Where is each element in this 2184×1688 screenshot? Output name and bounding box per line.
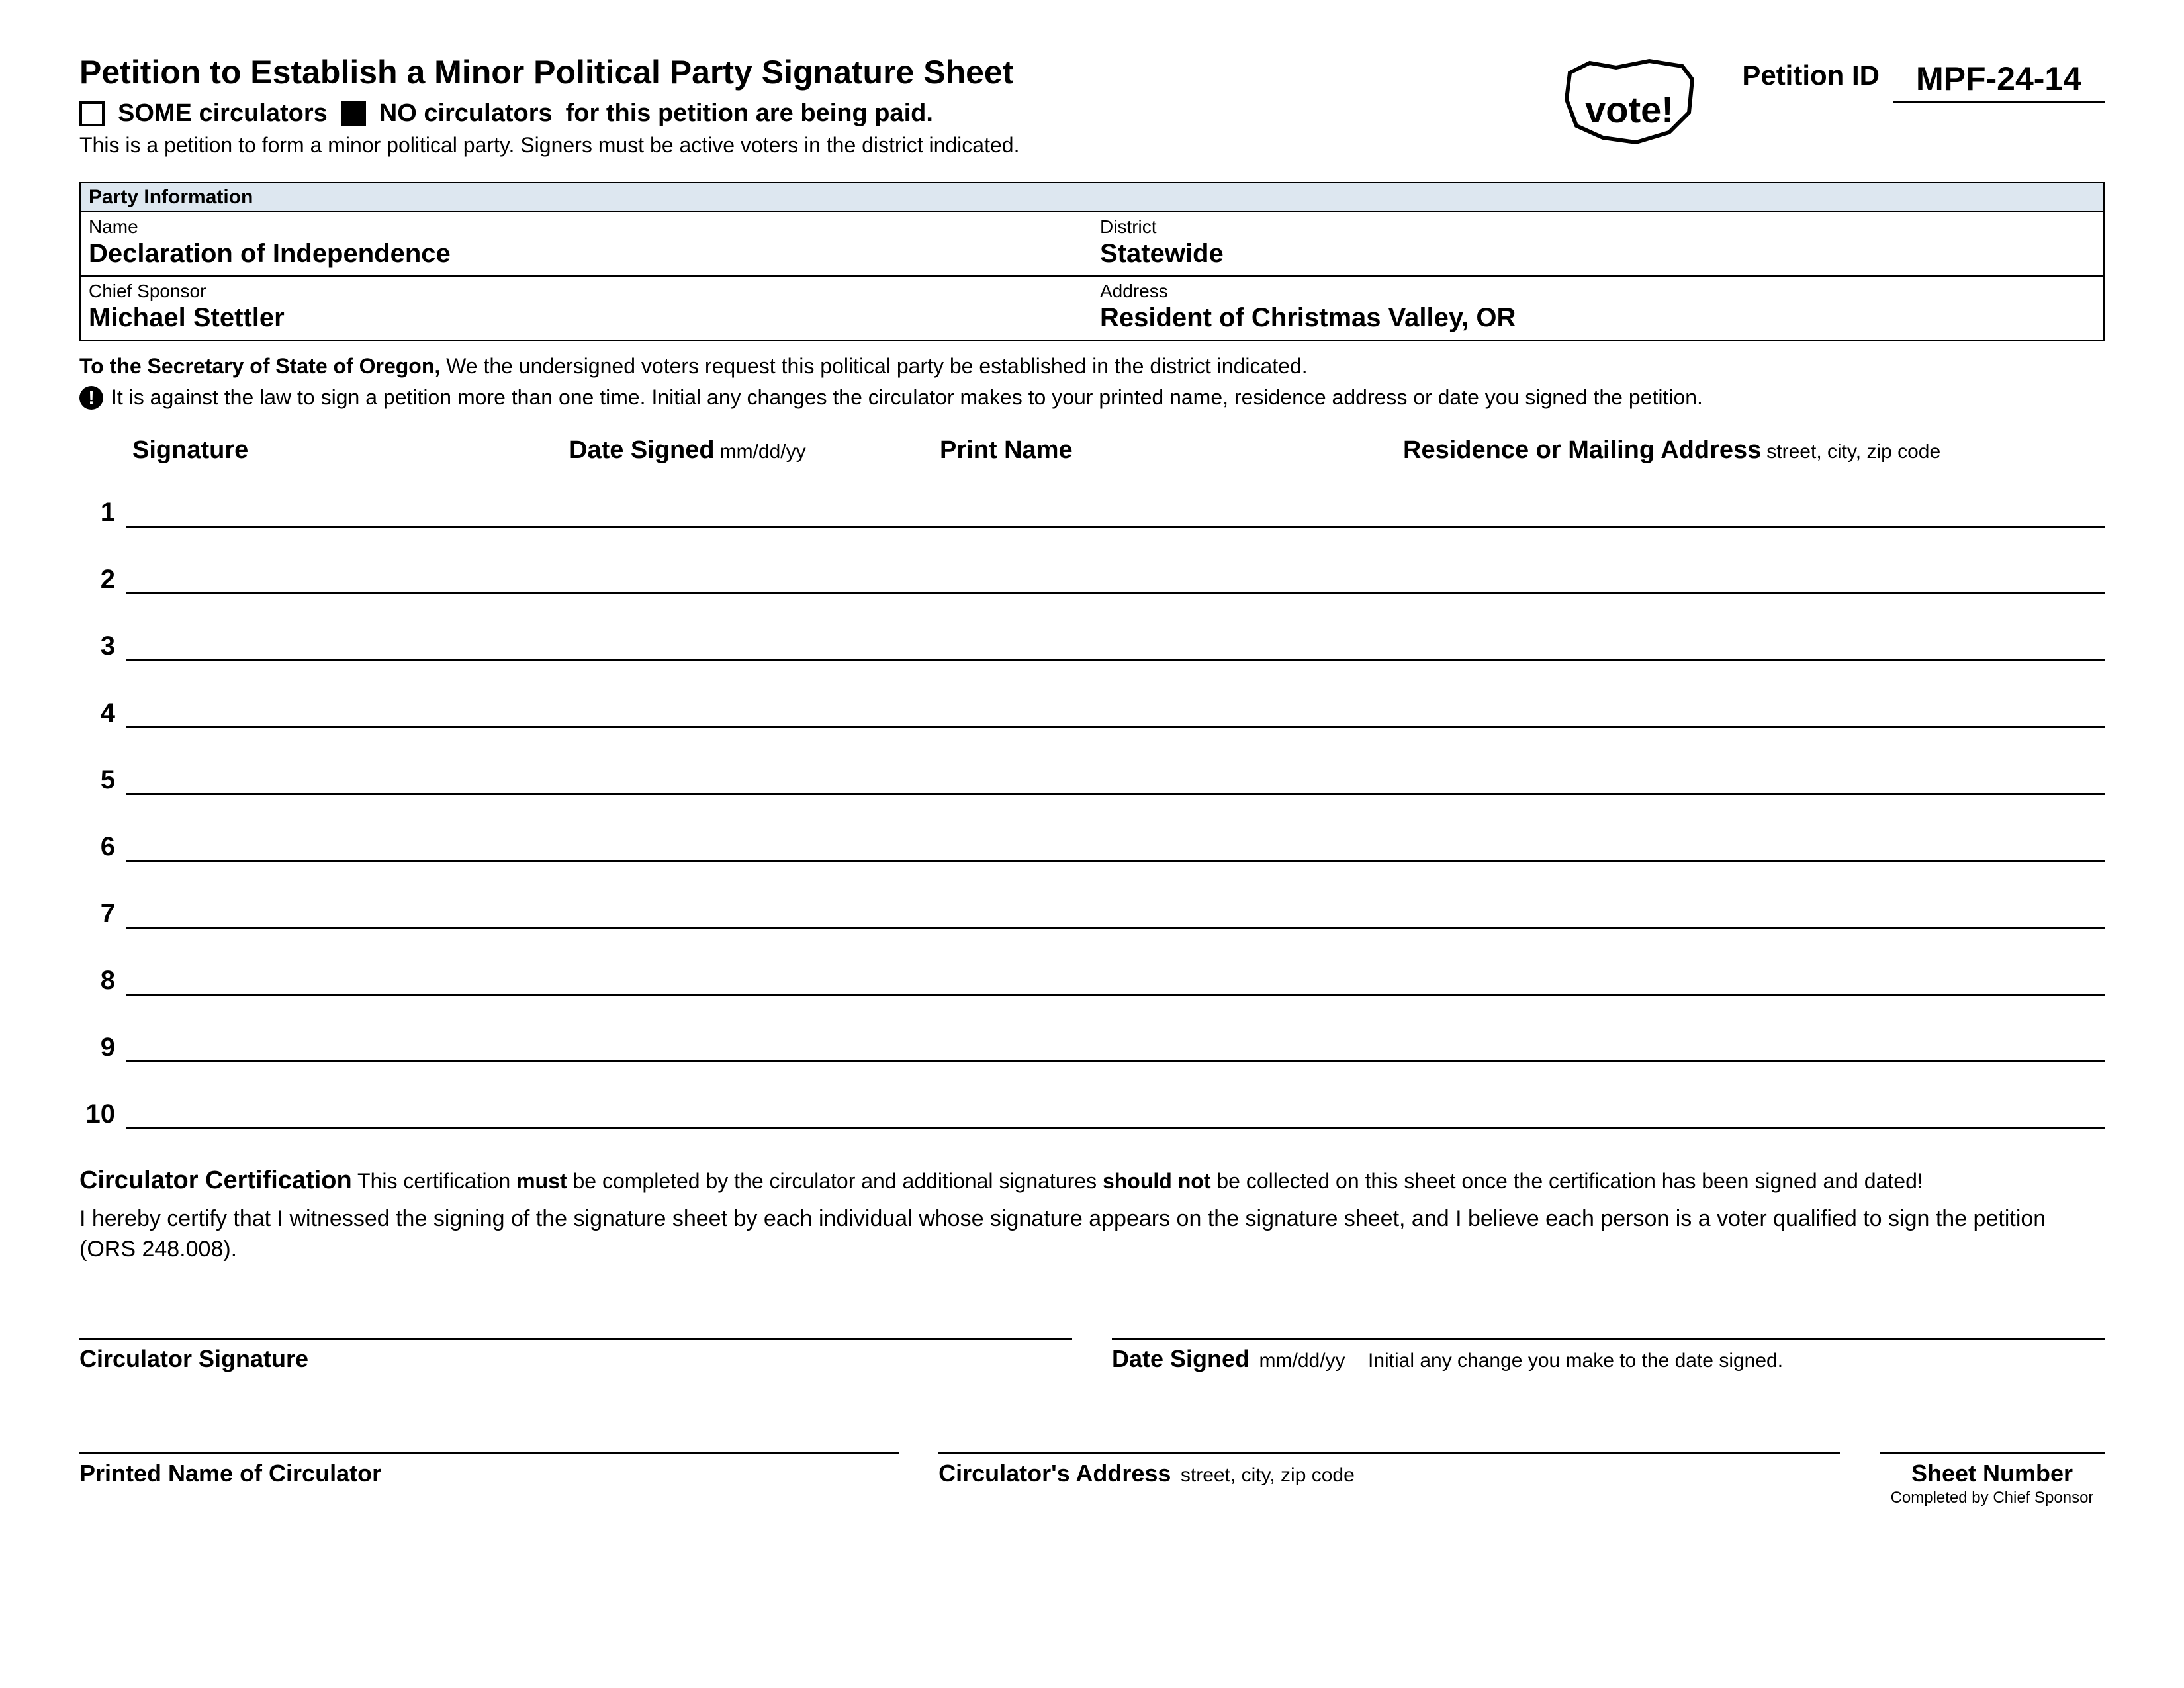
- address-cell: Address Resident of Christmas Valley, OR: [1092, 277, 2103, 340]
- logo-text: vote!: [1585, 89, 1674, 130]
- col-address-label: Residence or Mailing Address: [1403, 436, 1761, 464]
- row-number: 6: [79, 832, 126, 862]
- statement-lead-bold: To the Secretary of State of Oregon,: [79, 354, 440, 378]
- cert-inline2: be completed by the circulator and addit…: [567, 1169, 1103, 1193]
- circulator-address-hint: street, city, zip code: [1181, 1464, 1355, 1486]
- district-cell: District Statewide: [1092, 212, 2103, 277]
- row-number: 3: [79, 632, 126, 661]
- signature-lines: 1 2 3 4 5 6 7 8 9 10: [79, 498, 2105, 1129]
- circulator-paid-row: SOME circulators NO circulators for this…: [79, 99, 1517, 128]
- address-label: Address: [1100, 281, 2095, 302]
- circulator-address-field[interactable]: Circulator's Address street, city, zip c…: [938, 1452, 1840, 1507]
- page-title: Petition to Establish a Minor Political …: [79, 53, 1517, 91]
- district-value: Statewide: [1100, 239, 2095, 269]
- party-name-label: Name: [89, 216, 1084, 238]
- signature-row[interactable]: 7: [79, 899, 2105, 929]
- statement-lead-rest: We the undersigned voters request this p…: [440, 354, 1307, 378]
- sheet-number-field[interactable]: Sheet Number Completed by Chief Sponsor: [1880, 1452, 2105, 1507]
- date-signed-field[interactable]: Date Signed mm/dd/yy Initial any change …: [1112, 1338, 2105, 1373]
- party-name-value: Declaration of Independence: [89, 239, 1084, 269]
- sheet-number-sub: Completed by Chief Sponsor: [1880, 1489, 2105, 1507]
- some-circulators-label: SOME circulators: [118, 99, 328, 128]
- date-signed-hint: mm/dd/yy: [1259, 1350, 1345, 1372]
- date-signed-label: Date Signed: [1112, 1345, 1250, 1372]
- row-number: 1: [79, 498, 126, 528]
- cert-body: I hereby certify that I witnessed the si…: [79, 1204, 2105, 1265]
- sponsor-label: Chief Sponsor: [89, 281, 1084, 302]
- sponsor-value: Michael Stettler: [89, 303, 1084, 333]
- party-information-box: Party Information Name Declaration of In…: [79, 182, 2105, 341]
- petition-id-value: MPF-24-14: [1893, 60, 2105, 103]
- date-signed-note: Initial any change you make to the date …: [1368, 1350, 1783, 1372]
- sponsor-cell: Chief Sponsor Michael Stettler: [81, 277, 1092, 340]
- row-number: 2: [79, 565, 126, 594]
- column-headers: Signature Date Signedmm/dd/yy Print Name…: [79, 436, 2105, 465]
- address-value: Resident of Christmas Valley, OR: [1100, 303, 2095, 333]
- header-subtext: This is a petition to form a minor polit…: [79, 133, 1517, 158]
- signature-row[interactable]: 10: [79, 1100, 2105, 1129]
- row-number: 8: [79, 966, 126, 996]
- petition-id-group: Petition ID MPF-24-14: [1742, 53, 2105, 103]
- signature-row[interactable]: 4: [79, 698, 2105, 728]
- col-signature: Signature: [132, 436, 569, 465]
- paid-suffix: for this petition are being paid.: [566, 99, 933, 128]
- row-rule: [126, 773, 2105, 795]
- cert-inline1: This certification: [357, 1169, 516, 1193]
- warning-icon: !: [79, 386, 103, 410]
- signature-row[interactable]: 3: [79, 632, 2105, 661]
- signature-row[interactable]: 6: [79, 832, 2105, 862]
- party-info-header: Party Information: [81, 183, 2103, 212]
- certification-section: Circulator Certification This certificat…: [79, 1166, 2105, 1265]
- row-number: 4: [79, 698, 126, 728]
- row-rule: [126, 706, 2105, 728]
- no-circulators-label: NO circulators: [379, 99, 553, 128]
- row-rule: [126, 1040, 2105, 1062]
- cert-must: must: [516, 1169, 567, 1193]
- header: Petition to Establish a Minor Political …: [79, 53, 2105, 162]
- circulator-signature-label: Circulator Signature: [79, 1345, 308, 1372]
- row-rule: [126, 906, 2105, 929]
- district-label: District: [1100, 216, 2095, 238]
- row-number: 9: [79, 1033, 126, 1062]
- printed-name-label: Printed Name of Circulator: [79, 1460, 381, 1487]
- row-number: 7: [79, 899, 126, 929]
- bottom-fields: Circulator Signature Date Signed mm/dd/y…: [79, 1338, 2105, 1507]
- no-circulators-checkbox[interactable]: [341, 101, 366, 126]
- some-circulators-checkbox[interactable]: [79, 101, 105, 126]
- col-date: Date Signedmm/dd/yy: [569, 436, 940, 465]
- cert-inline3: be collected on this sheet once the cert…: [1210, 1169, 1923, 1193]
- statement-line: To the Secretary of State of Oregon, We …: [79, 354, 2105, 379]
- signature-row[interactable]: 2: [79, 565, 2105, 594]
- warning-row: ! It is against the law to sign a petiti…: [79, 385, 2105, 410]
- signature-row[interactable]: 8: [79, 966, 2105, 996]
- row-rule: [126, 1107, 2105, 1129]
- sheet-number-label: Sheet Number: [1911, 1460, 2073, 1487]
- row-number: 10: [79, 1100, 126, 1129]
- party-name-cell: Name Declaration of Independence: [81, 212, 1092, 277]
- col-address-hint: street, city, zip code: [1766, 441, 1940, 463]
- circulator-address-label: Circulator's Address: [938, 1460, 1171, 1487]
- printed-name-field[interactable]: Printed Name of Circulator: [79, 1452, 899, 1507]
- warning-text: It is against the law to sign a petition…: [111, 385, 1703, 410]
- col-print-name: Print Name: [940, 436, 1403, 465]
- col-date-hint: mm/dd/yy: [720, 441, 806, 463]
- row-rule: [126, 639, 2105, 661]
- row-number: 5: [79, 765, 126, 795]
- signature-row[interactable]: 5: [79, 765, 2105, 795]
- cert-shouldnot: should not: [1103, 1169, 1211, 1193]
- circulator-signature-field[interactable]: Circulator Signature: [79, 1338, 1072, 1373]
- header-left: Petition to Establish a Minor Political …: [79, 53, 1517, 158]
- cert-title: Circulator Certification: [79, 1166, 352, 1194]
- signature-row[interactable]: 1: [79, 498, 2105, 528]
- row-rule: [126, 973, 2105, 996]
- petition-id-label: Petition ID: [1742, 60, 1880, 91]
- col-address: Residence or Mailing Addressstreet, city…: [1403, 436, 2105, 465]
- row-rule: [126, 839, 2105, 862]
- col-date-label: Date Signed: [569, 436, 715, 464]
- vote-logo: vote!: [1543, 53, 1715, 162]
- row-rule: [126, 505, 2105, 528]
- signature-row[interactable]: 9: [79, 1033, 2105, 1062]
- row-rule: [126, 572, 2105, 594]
